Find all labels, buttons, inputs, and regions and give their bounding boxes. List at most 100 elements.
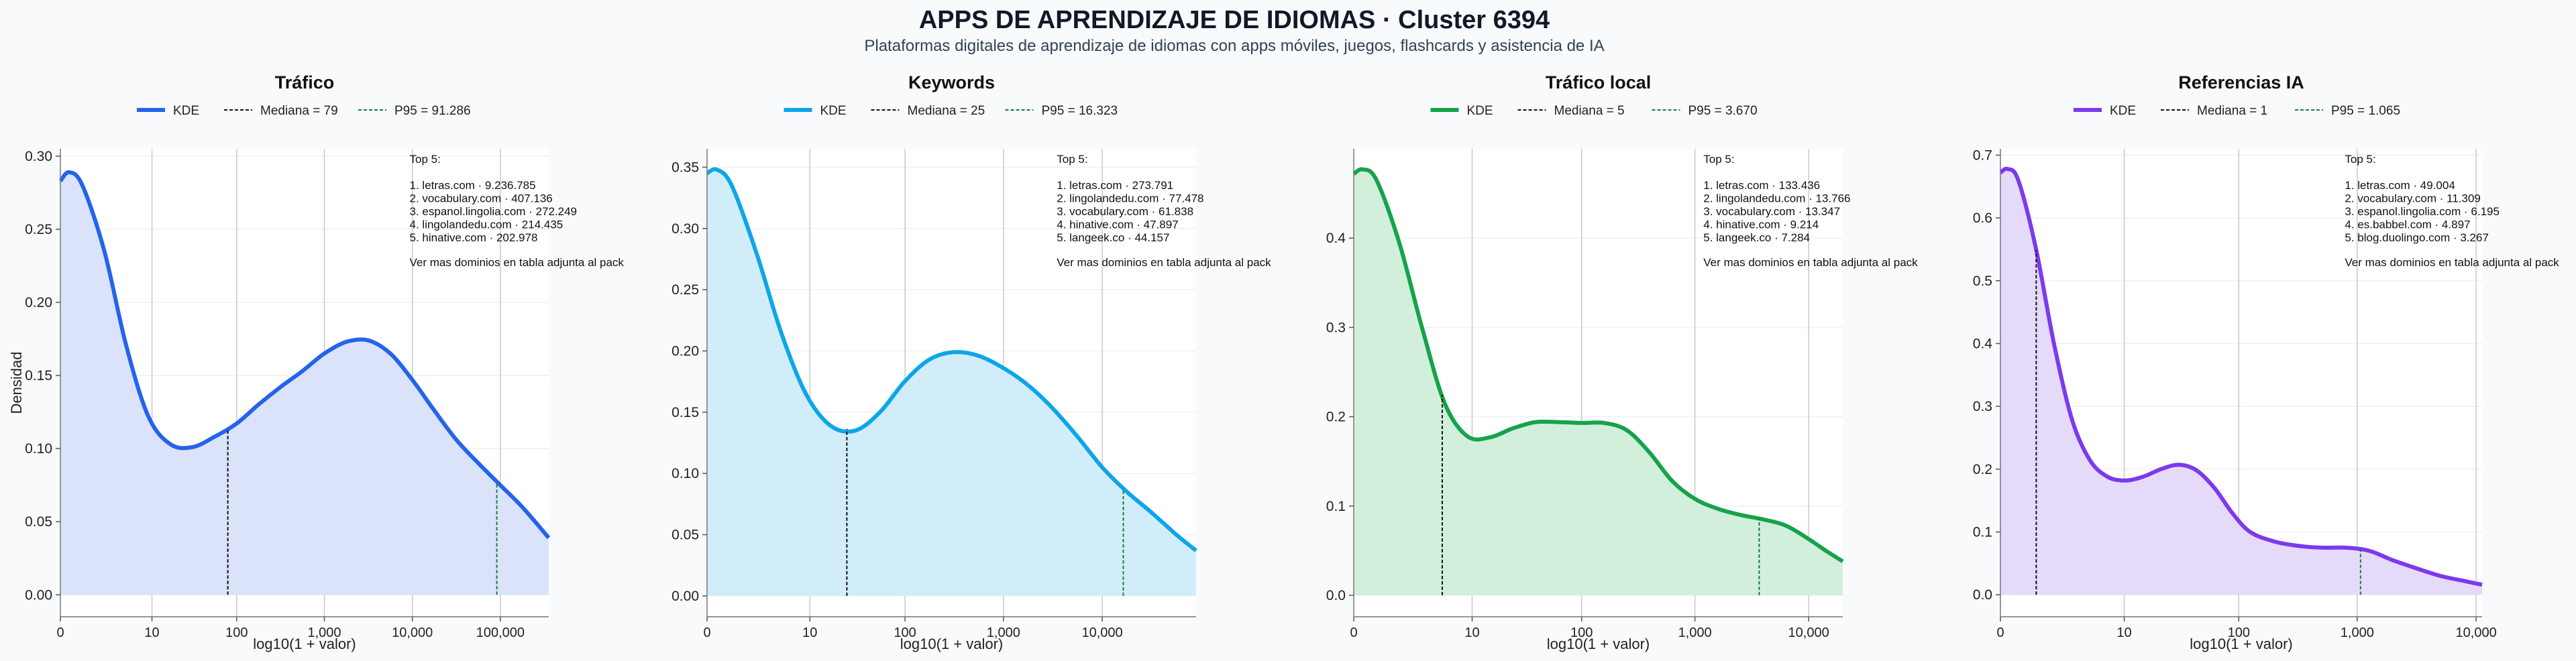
top5-item: 3. espanol.lingolia.com · 6.195 [2345,205,2500,218]
y-tick-label: 0.0 [1973,587,1992,603]
x-tick-label: 0 [1996,625,2004,640]
top5-item: 1. letras.com · 273.791 [1057,179,1173,192]
x-tick-label: 1,000 [2341,625,2374,640]
kde-line [1999,166,2483,587]
top5-item: 4. lingolandedu.com · 214.435 [410,219,564,231]
y-tick-label: 0.10 [25,441,52,457]
top5-item: 2. vocabulary.com · 407.136 [410,192,553,205]
legend-median-label: Mediana = 5 [1554,104,1625,118]
legend-kde-label: KDE [1467,104,1493,118]
y-tick-label: 0.25 [25,222,52,237]
top5-item: 5. langeek.co · 7.284 [1703,231,1810,244]
y-tick-label: 0.30 [25,149,52,164]
x-tick-label: 100 [1570,625,1593,640]
y-tick-label: 0.15 [25,368,52,383]
y-tick-label: 0.3 [1973,399,1992,414]
x-tick-label: 10 [1464,625,1479,640]
panel-title: Tráfico [275,72,335,93]
x-axis-label: log10(1 + valor) [253,636,356,652]
x-tick-label: 0 [1350,625,1357,640]
top5-title: Top 5: [2345,153,2375,166]
legend-kde-label: KDE [820,104,847,118]
kde-area [1354,169,1843,596]
y-tick-label: 0.1 [1973,525,1992,540]
top5-item: 3. vocabulary.com · 13.347 [1703,205,1840,218]
x-tick-label: 10 [2116,625,2131,640]
y-tick-label: 0.4 [1973,336,1993,351]
chart-panel-2: Keywords KDE Mediana = 25 P95 = 16.323 0.00 0… [672,72,1271,652]
top5-note: Ver mas dominios en tabla adjunta al pac… [2345,256,2559,269]
x-tick-label: 0 [703,625,710,640]
legend-p95-label: P95 = 91.286 [394,104,471,118]
x-tick-label: 100 [2228,625,2250,640]
top5-item: 3. vocabulary.com · 61.838 [1057,205,1193,218]
x-tick-label: 1,000 [307,625,341,640]
legend: KDE Mediana = 5 P95 = 3.670 [1430,104,1758,118]
top5-item: 1. letras.com · 9.236.785 [410,179,536,192]
x-axis-label: log10(1 + valor) [2190,636,2292,652]
top5-item: 4. es.babbel.com · 4.897 [2345,219,2470,231]
y-tick-label: 0.5 [1973,274,1992,289]
chart-panel-4: Referencias IA KDE Mediana = 1 P95 = 1.065 0… [1973,72,2559,652]
x-tick-label: 0 [56,625,64,640]
x-tick-label: 10 [802,625,817,640]
y-tick-label: 0.05 [672,528,699,543]
y-tick-label: 0.10 [672,466,699,481]
kde-line [58,170,551,540]
y-tick-label: 0.6 [1973,211,1992,226]
panel-title: Keywords [908,72,995,93]
kde-line [706,167,1197,552]
legend: KDE Mediana = 25 P95 = 16.323 [784,104,1118,118]
top5-item: 2. lingolandedu.com · 77.478 [1057,192,1203,205]
kde-area [2000,168,2482,595]
y-tick-label: 0.00 [25,587,52,603]
legend: KDE Mediana = 79 P95 = 91.286 [137,104,471,118]
top5-title: Top 5: [1703,153,1734,166]
figure-title: APPS DE APRENDIZAJE DE IDIOMAS · Cluster… [919,6,1550,34]
top5-note: Ver mas dominios en tabla adjunta al pac… [1703,256,1918,269]
top5-item: 1. letras.com · 49.004 [2345,179,2455,192]
legend-kde-label: KDE [2110,104,2136,118]
y-tick-label: 0.3 [1326,320,1346,335]
x-tick-label: 10,000 [392,625,433,640]
panel-title: Referencias IA [2178,72,2304,93]
top5-note: Ver mas dominios en tabla adjunta al pac… [1057,256,1271,269]
y-tick-label: 0.7 [1973,147,1992,163]
x-tick-label: 100 [894,625,916,640]
y-tick-label: 0.30 [672,221,699,237]
chart-panel-1: Tráfico KDE Mediana = 79 P95 = 91.286 0.00 0.… [8,72,624,652]
top5-item: 5. langeek.co · 44.157 [1057,231,1169,244]
x-tick-label: 100,000 [476,625,525,640]
y-tick-label: 0.2 [1973,462,1992,477]
legend-median-label: Mediana = 25 [908,104,985,118]
y-tick-label: 0.4 [1326,231,1346,246]
x-axis-label: log10(1 + valor) [1547,636,1650,652]
legend: KDE Mediana = 1 P95 = 1.065 [2074,104,2400,118]
top5-item: 5. blog.duolingo.com · 3.267 [2345,231,2489,244]
y-tick-label: 0.1 [1326,499,1346,514]
x-tick-label: 10,000 [2456,625,2497,640]
y-tick-label: 0.25 [672,282,699,298]
legend-kde-label: KDE [173,104,199,118]
legend-median-label: Mediana = 1 [2197,104,2267,118]
legend-p95-label: P95 = 3.670 [1688,104,1758,118]
top5-item: 2. lingolandedu.com · 13.766 [1703,192,1850,205]
kde-area [707,169,1196,596]
top5-item: 4. hinative.com · 47.897 [1057,219,1178,231]
x-axis-label: log10(1 + valor) [900,636,1003,652]
chart-panel-3: Tráfico local KDE Mediana = 5 P95 = 3.670 0.… [1326,72,1918,652]
top5-item: 1. letras.com · 133.436 [1703,179,1820,192]
y-tick-label: 0.35 [672,160,699,175]
top5-item: 5. hinative.com · 202.978 [410,231,538,244]
legend-p95-label: P95 = 1.065 [2331,104,2400,118]
y-tick-label: 0.00 [672,589,699,604]
x-tick-label: 10 [144,625,159,640]
y-tick-label: 0.20 [672,343,699,359]
x-tick-label: 1,000 [1678,625,1712,640]
y-axis-label: Densidad [8,352,25,414]
y-tick-label: 0.20 [25,295,52,310]
kde-area [60,172,549,595]
